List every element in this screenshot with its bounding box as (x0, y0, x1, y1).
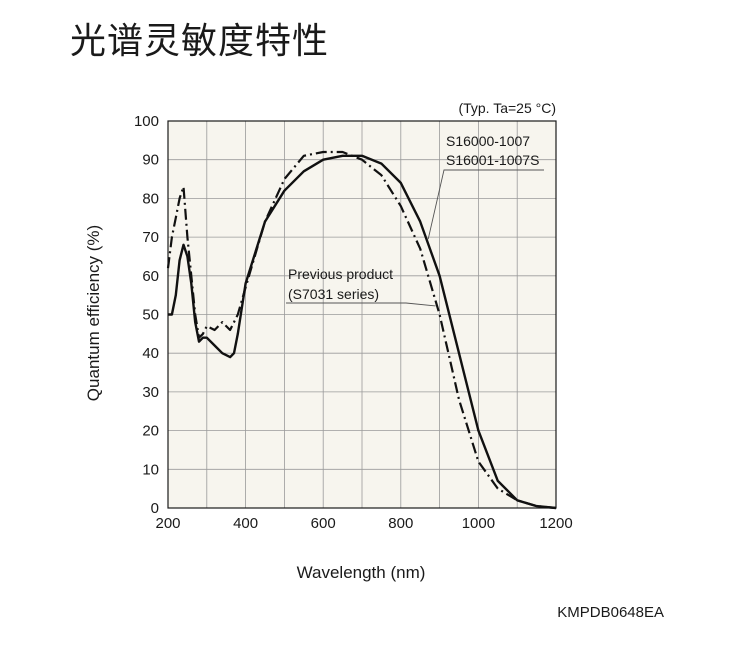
x-tick-label: 600 (311, 515, 336, 532)
annotation-label-previous: (S7031 series) (288, 286, 379, 302)
annotation-leader-previous (286, 302, 436, 307)
x-tick-label: 1200 (539, 515, 572, 532)
x-tick-label: 200 (155, 515, 180, 532)
y-tick-label: 50 (142, 307, 159, 324)
y-tick-label: 70 (142, 229, 159, 246)
y-tick-label: 90 (142, 152, 159, 169)
series-line-s7031 (166, 150, 557, 510)
annotation-label-s16000: S16001-1007S (446, 152, 539, 168)
x-axis-label: Wavelength (nm) (297, 563, 426, 582)
annotation-label-previous: Previous product (288, 266, 393, 282)
y-tick-label: 80 (142, 190, 159, 207)
annotation-layer: S16000-1007 S16001-1007S Previous product (… (286, 133, 544, 307)
x-axis-ticks: 200 400 600 800 1000 1200 (155, 515, 572, 532)
annotation-leader-s16000 (427, 169, 544, 240)
condition-note: (Typ. Ta=25 °C) (458, 100, 556, 116)
page-title: 光谱灵敏度特性 (70, 21, 330, 62)
y-tick-label: 20 (142, 423, 159, 440)
y-tick-label: 100 (134, 113, 159, 130)
document-code: KMPDB0648EA (557, 604, 664, 621)
y-tick-label: 30 (142, 384, 159, 401)
series-layer (166, 150, 557, 510)
y-axis-label: Quantum efficiency (%) (84, 225, 103, 401)
x-tick-label: 800 (388, 515, 413, 532)
annotation-label-s16000: S16000-1007 (446, 133, 530, 149)
y-tick-label: 60 (142, 268, 159, 285)
y-tick-label: 0 (151, 500, 159, 517)
y-tick-label: 10 (142, 461, 159, 478)
y-tick-label: 40 (142, 345, 159, 362)
x-tick-label: 400 (233, 515, 258, 532)
y-axis-ticks: 0 10 20 30 40 50 60 70 80 90 100 (134, 113, 159, 517)
x-tick-label: 1000 (462, 515, 495, 532)
series-line-s16000 (168, 154, 557, 510)
